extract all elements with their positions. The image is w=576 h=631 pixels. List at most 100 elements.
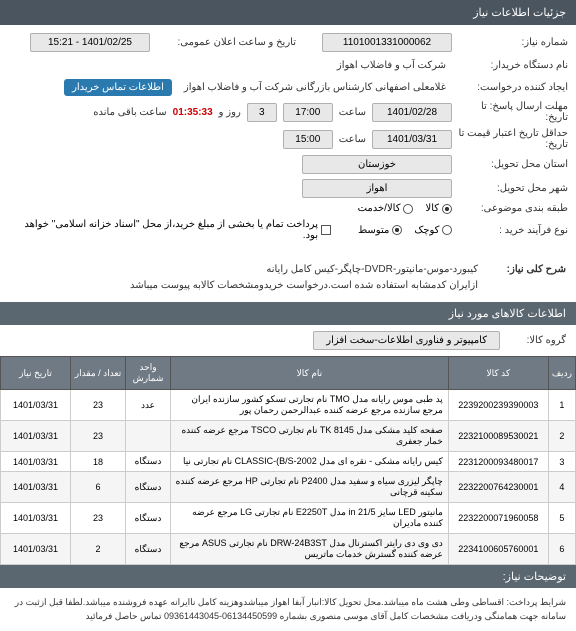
buytype-radios: کوچک متوسط پرداخت تمام یا بخشی از مبلغ خ…	[8, 219, 452, 241]
city-label: شهر محل تحویل:	[458, 183, 568, 194]
cell-name: مانیتور LED سایز in 21/5 مدل E2250T نام …	[171, 503, 449, 534]
cell-idx: 6	[548, 534, 575, 565]
group-row: گروه کالا: کامپیوتر و فناوری اطلاعات-سخت…	[0, 325, 576, 356]
cell-idx: 4	[548, 472, 575, 503]
th-idx: ردیف	[548, 357, 575, 390]
creator-label: ایجاد کننده درخواست:	[458, 82, 568, 93]
table-row: 62234100605760001دی وی دی رایتر اکسترنال…	[1, 534, 576, 565]
cell-name: دی وی دی رایتر اکسترنال مدل DRW-24B3ST ن…	[171, 534, 449, 565]
conditions-text: شرایط پرداخت: اقساطی وطی هشت ماه میباشد.…	[0, 588, 576, 631]
city-value: اهواز	[302, 179, 452, 198]
remain-label: ساعت باقی مانده	[93, 107, 166, 118]
table-row: 12239200239390003پد طبی موس رایانه مدل T…	[1, 390, 576, 421]
announce-date-value: 1401/02/25 - 15:21	[30, 33, 150, 52]
cell-unit: دستگاه	[126, 534, 171, 565]
radio-checked-icon	[442, 204, 452, 214]
cell-qty: 2	[71, 534, 126, 565]
cell-date: 1401/03/31	[1, 503, 71, 534]
page-header: جزئیات اطلاعات نیاز	[0, 0, 576, 25]
cell-date: 1401/03/31	[1, 534, 71, 565]
items-section-title: اطلاعات کالاهای مورد نیاز	[0, 302, 576, 325]
pay-note: پرداخت تمام یا بخشی از مبلغ خرید،از محل …	[8, 219, 318, 241]
table-row: 22232100089530021صفحه کلید مشکی مدل TK 8…	[1, 421, 576, 452]
cell-idx: 3	[548, 452, 575, 472]
hour-label-1: ساعت	[339, 107, 366, 118]
radio-icon	[403, 204, 413, 214]
category-opt1: کالا	[425, 203, 439, 214]
cell-name: پد طبی موس رایانه مدل TMO نام تجارتی تسک…	[171, 390, 449, 421]
desc-text: کیبورد-موس-مانیتور-DVDR-چاپگر-کیس کامل ر…	[130, 262, 478, 294]
conditions-title: توضیحات نیاز:	[0, 565, 576, 588]
cell-unit: دستگاه	[126, 452, 171, 472]
province-value: خوزستان	[302, 155, 452, 174]
pay-checkbox[interactable]: پرداخت تمام یا بخشی از مبلغ خرید،از محل …	[8, 219, 331, 241]
th-unit: واحد شمارش	[126, 357, 171, 390]
group-label: گروه کالا:	[506, 335, 566, 346]
remain-time: 01:35:33	[173, 107, 213, 118]
req-number-label: شماره نیاز:	[458, 37, 568, 48]
cell-qty: 23	[71, 503, 126, 534]
credit-label: حداقل تاریخ اعتبار قیمت تا تاریخ:	[458, 128, 568, 150]
table-row: 52232200071960058مانیتور LED سایز in 21/…	[1, 503, 576, 534]
hour-label-2: ساعت	[339, 134, 366, 145]
cell-date: 1401/03/31	[1, 421, 71, 452]
th-code: کد کالا	[448, 357, 548, 390]
cell-date: 1401/03/31	[1, 452, 71, 472]
cell-date: 1401/03/31	[1, 472, 71, 503]
cell-idx: 1	[548, 390, 575, 421]
cell-code: 2239200239390003	[448, 390, 548, 421]
cell-qty: 6	[71, 472, 126, 503]
cell-name: صفحه کلید مشکی مدل TK 8145 نام تجارتی TS…	[171, 421, 449, 452]
buytype-radio-medium[interactable]: متوسط	[358, 225, 402, 236]
category-radios: کالا کالا/خدمت	[358, 203, 452, 214]
creator-value: غلامعلی اصفهانی کارشناس بازرگانی شرکت آب…	[178, 79, 452, 96]
th-date: تاریخ نیاز	[1, 357, 71, 390]
day-value: 3	[247, 103, 277, 122]
category-label: طبقه بندی موضوعی:	[458, 203, 568, 214]
cell-code: 2231200093480017	[448, 452, 548, 472]
cell-unit: دستگاه	[126, 503, 171, 534]
cell-idx: 5	[548, 503, 575, 534]
category-radio-kala[interactable]: کالا	[425, 203, 452, 214]
deadline-date: 1401/02/28	[372, 103, 452, 122]
category-opt2: کالا/خدمت	[358, 203, 401, 214]
cell-code: 2232200764230001	[448, 472, 548, 503]
radio-icon	[442, 225, 452, 235]
group-value: کامپیوتر و فناوری اطلاعات-سخت افزار	[313, 331, 500, 350]
table-header-row: ردیف کد کالا نام کالا واحد شمارش تعداد /…	[1, 357, 576, 390]
description-area: شرح کلی نیاز: کیبورد-موس-مانیتور-DVDR-چا…	[0, 254, 576, 302]
deadline-hour: 17:00	[283, 103, 333, 122]
category-radio-kala-khadmat[interactable]: کالا/خدمت	[358, 203, 414, 214]
cell-unit	[126, 421, 171, 452]
page-title: جزئیات اطلاعات نیاز	[473, 7, 566, 19]
buytype-radio-small[interactable]: کوچک	[414, 225, 452, 236]
buyer-label: نام دستگاه خریدار:	[458, 60, 568, 71]
th-name: نام کالا	[171, 357, 449, 390]
cell-date: 1401/03/31	[1, 390, 71, 421]
cell-name: چاپگر لیزری سیاه و سفید مدل P2400 نام تج…	[171, 472, 449, 503]
cell-qty: 23	[71, 390, 126, 421]
cell-qty: 18	[71, 452, 126, 472]
table-row: 42232200764230001چاپگر لیزری سیاه و سفید…	[1, 472, 576, 503]
cell-code: 2234100605760001	[448, 534, 548, 565]
buy-opt2: متوسط	[358, 225, 389, 236]
deadline-label: مهلت ارسال پاسخ: تا تاریخ:	[458, 101, 568, 123]
cell-code: 2232100089530021	[448, 421, 548, 452]
cell-unit: دستگاه	[126, 472, 171, 503]
checkbox-icon	[321, 225, 331, 235]
cell-code: 2232200071960058	[448, 503, 548, 534]
radio-checked-icon	[392, 225, 402, 235]
items-table: ردیف کد کالا نام کالا واحد شمارش تعداد /…	[0, 356, 576, 565]
credit-date: 1401/03/31	[372, 130, 452, 149]
buyer-value: شرکت آب و فاضلاب اهواز	[331, 57, 452, 74]
announce-date-label: تاریخ و ساعت اعلان عمومی:	[156, 37, 296, 48]
cell-unit: عدد	[126, 390, 171, 421]
th-qty: تعداد / مقدار	[71, 357, 126, 390]
contact-button[interactable]: اطلاعات تماس خریدار	[64, 79, 172, 96]
cell-name: کیس رایانه مشکی - نقره ای مدل CLASSIC-(B…	[171, 452, 449, 472]
province-label: استان محل تحویل:	[458, 159, 568, 170]
buytype-label: نوع فرآیند خرید :	[458, 225, 568, 236]
buy-opt1: کوچک	[414, 225, 439, 236]
day-label: روز و	[219, 107, 241, 118]
desc-title: شرح کلی نیاز:	[486, 262, 566, 294]
